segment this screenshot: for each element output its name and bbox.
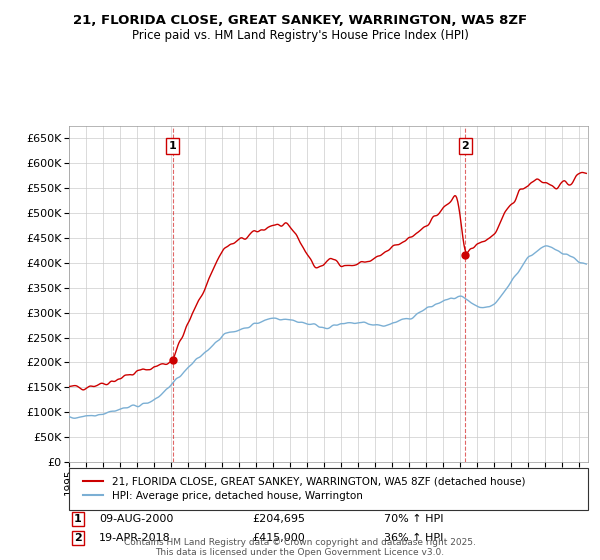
Text: 1: 1 (169, 141, 176, 151)
Text: 21, FLORIDA CLOSE, GREAT SANKEY, WARRINGTON, WA5 8ZF: 21, FLORIDA CLOSE, GREAT SANKEY, WARRING… (73, 14, 527, 27)
Text: 70% ↑ HPI: 70% ↑ HPI (384, 514, 443, 524)
Text: £415,000: £415,000 (252, 533, 305, 543)
Text: 09-AUG-2000: 09-AUG-2000 (99, 514, 173, 524)
Text: £204,695: £204,695 (252, 514, 305, 524)
Text: Contains HM Land Registry data © Crown copyright and database right 2025.
This d: Contains HM Land Registry data © Crown c… (124, 538, 476, 557)
Text: 19-APR-2018: 19-APR-2018 (99, 533, 171, 543)
Legend: 21, FLORIDA CLOSE, GREAT SANKEY, WARRINGTON, WA5 8ZF (detached house), HPI: Aver: 21, FLORIDA CLOSE, GREAT SANKEY, WARRING… (79, 473, 529, 504)
Text: 2: 2 (74, 533, 82, 543)
Text: 2: 2 (461, 141, 469, 151)
Text: 1: 1 (74, 514, 82, 524)
Text: 36% ↑ HPI: 36% ↑ HPI (384, 533, 443, 543)
Text: Price paid vs. HM Land Registry's House Price Index (HPI): Price paid vs. HM Land Registry's House … (131, 29, 469, 42)
